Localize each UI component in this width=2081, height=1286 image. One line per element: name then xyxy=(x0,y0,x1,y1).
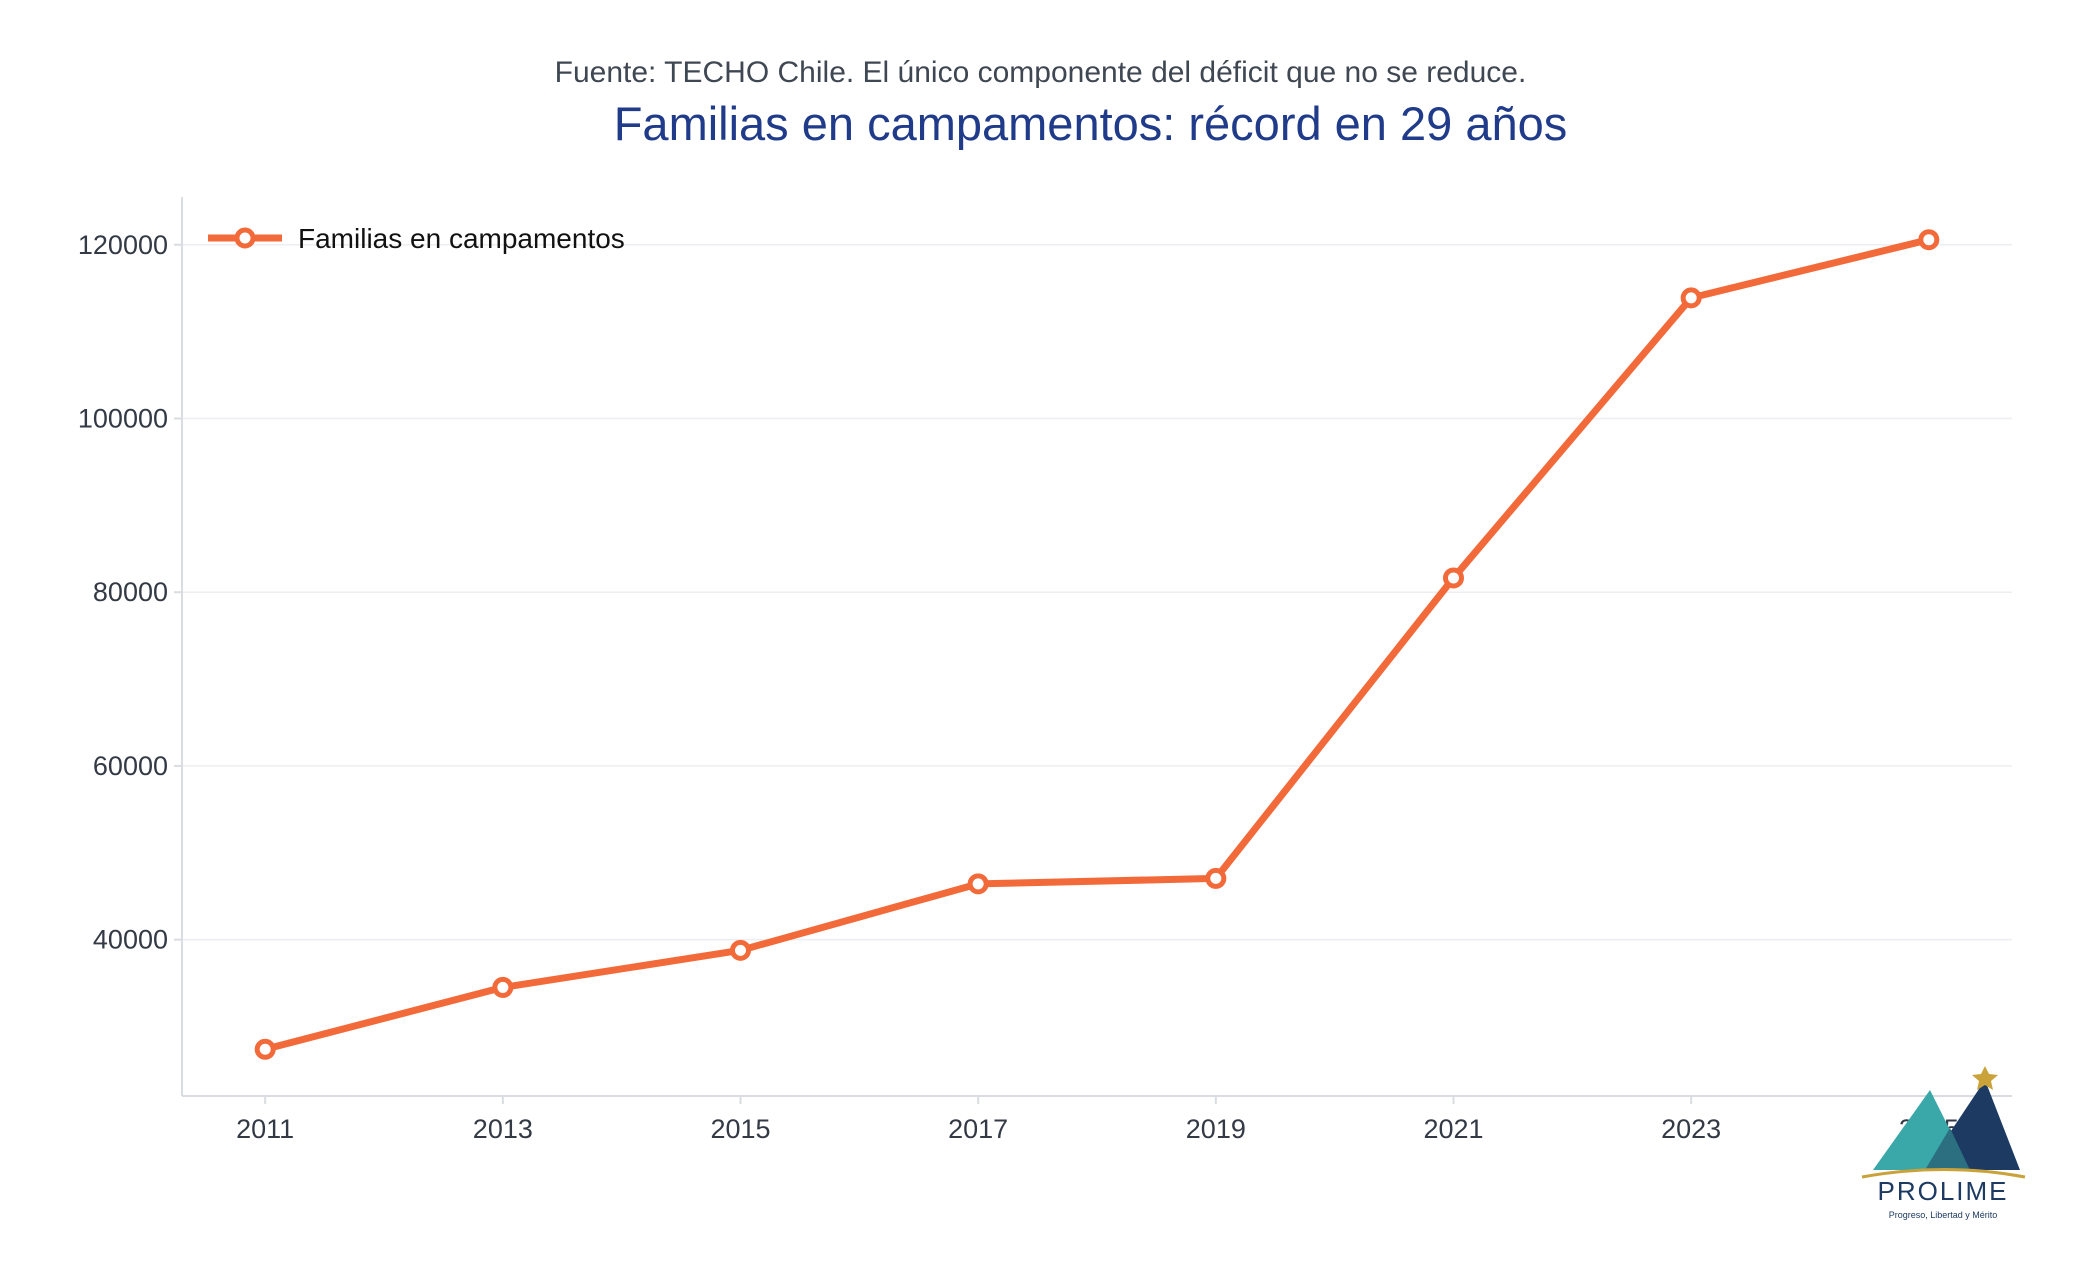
x-tick-label: 2019 xyxy=(1186,1114,1246,1144)
gridlines xyxy=(182,244,2012,941)
series-group xyxy=(254,229,1940,1060)
legend: Familias en campamentos xyxy=(208,223,625,254)
y-tick-label: 100000 xyxy=(78,403,168,433)
y-ticks: 40000 60000 80000 100000 120000 xyxy=(78,230,182,955)
legend-label: Familias en campamentos xyxy=(298,223,625,254)
chart-title: Familias en campamentos: récord en 29 añ… xyxy=(613,97,1568,150)
x-tick-label: 2017 xyxy=(948,1114,1008,1144)
x-tick-label: 2015 xyxy=(710,1114,770,1144)
data-point-2021 xyxy=(1442,567,1464,589)
data-point-2017 xyxy=(967,873,989,895)
series-line xyxy=(261,236,1933,1053)
y-tick-label: 80000 xyxy=(93,577,168,607)
x-tick-label: 2011 xyxy=(236,1114,294,1144)
axes xyxy=(181,197,2012,1097)
x-tick-label: 2023 xyxy=(1661,1114,1721,1144)
logo-star-icon xyxy=(1972,1066,1998,1090)
y-tick-label: 40000 xyxy=(93,925,168,955)
x-ticks: 20112013201520172019202120232025 xyxy=(236,1096,1959,1144)
chart-subtitle: Fuente: TECHO Chile. El único componente… xyxy=(554,56,1527,89)
x-tick-label: 2013 xyxy=(473,1114,533,1144)
logo-name: PROLIME xyxy=(1877,1176,2008,1206)
data-point-2013 xyxy=(492,976,514,998)
data-point-2023 xyxy=(1680,287,1702,309)
legend-marker xyxy=(234,227,256,249)
data-point-2015 xyxy=(730,939,752,961)
y-tick-label: 120000 xyxy=(78,230,168,260)
data-point-2011 xyxy=(254,1038,276,1060)
x-tick-label: 2021 xyxy=(1423,1114,1483,1144)
logo-swoosh xyxy=(1861,1168,2026,1179)
y-tick-label: 60000 xyxy=(93,751,168,781)
logo-mountain-overlap xyxy=(1925,1128,1970,1170)
prolime-logo: PROLIME Progreso, Libertad y Mérito xyxy=(1861,1066,2026,1220)
data-point-2019 xyxy=(1205,867,1227,889)
data-point-2025 xyxy=(1918,229,1940,251)
logo-tagline: Progreso, Libertad y Mérito xyxy=(1889,1210,1998,1220)
